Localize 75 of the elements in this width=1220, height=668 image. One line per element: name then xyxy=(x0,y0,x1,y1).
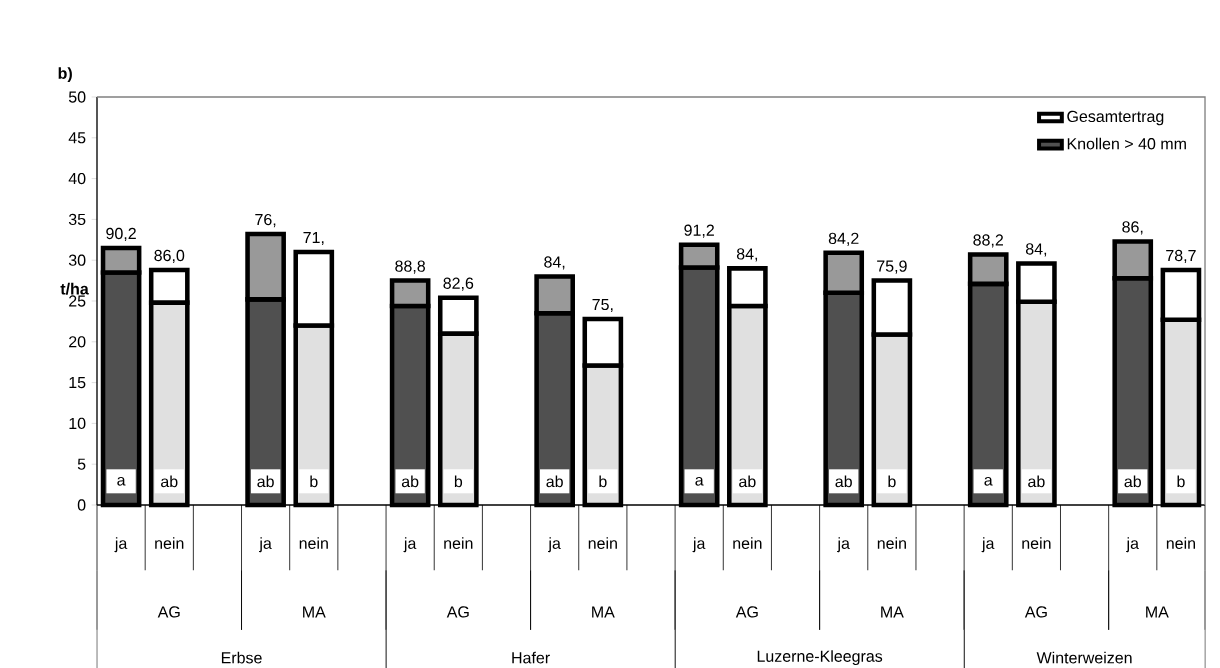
annotation: a xyxy=(695,476,704,486)
annotation: ab xyxy=(257,475,274,488)
text: MA xyxy=(303,606,326,618)
annotation: ab xyxy=(835,475,852,488)
x-tick-label: nein xyxy=(444,537,473,550)
x-tick-label: ja xyxy=(114,537,128,553)
annotation: 82,6 xyxy=(443,277,474,291)
x-tick-label: ja xyxy=(1126,537,1139,553)
annotation: 88,8 xyxy=(395,260,425,274)
y-tick-label: 20 xyxy=(69,336,86,348)
annotation: 88,2 xyxy=(973,234,1003,248)
x-tick-label: nein xyxy=(877,537,906,550)
text: Luzerne-Kleegras xyxy=(757,650,883,666)
x-tick-label: nein xyxy=(155,537,184,550)
annotation: a xyxy=(117,476,126,486)
annotation: 71, xyxy=(303,232,324,246)
annotation: 84, xyxy=(736,248,758,262)
x-tick-label: nein xyxy=(733,537,762,550)
annotation: b xyxy=(1177,475,1185,488)
text: AG xyxy=(157,606,180,618)
legend-label: Knollen > 40 mm xyxy=(1067,137,1186,150)
annotation: ab xyxy=(1028,475,1045,488)
y-tick-label: 0 xyxy=(77,499,86,511)
annotation: b xyxy=(599,475,607,488)
x-tick-label: ja xyxy=(548,537,561,553)
text: MA xyxy=(592,606,615,618)
annotation: 76, xyxy=(255,213,276,228)
y-tick-label: 35 xyxy=(68,213,86,226)
annotation: 78,7 xyxy=(1166,249,1196,264)
x-tick-label: ja xyxy=(837,537,850,553)
y-tick-label: 50 xyxy=(68,91,86,103)
x-tick-label: nein xyxy=(1022,537,1051,550)
text: Erbse xyxy=(221,651,262,664)
x-tick-label: ja xyxy=(692,537,706,553)
x-tick-label: nein xyxy=(588,537,617,550)
annotation: b xyxy=(454,475,463,488)
y-tick-label: 45 xyxy=(68,132,86,144)
annotation: 84, xyxy=(544,256,565,270)
legend-label: Gesamtertrag xyxy=(1067,110,1164,126)
chart-title: b) xyxy=(58,67,72,83)
x-tick-label: ja xyxy=(403,537,417,553)
x-tick-label: nein xyxy=(299,537,328,550)
annotation: 91,2 xyxy=(684,224,714,238)
y-axis-title: t/ha xyxy=(60,282,89,295)
y-tick-label: 40 xyxy=(68,172,86,185)
annotation: ab xyxy=(546,475,563,488)
x-tick-label: ja xyxy=(258,537,272,553)
annotation: ab xyxy=(739,475,756,488)
text: Hafer xyxy=(512,651,550,664)
text: AG xyxy=(735,606,758,618)
annotation: ab xyxy=(1124,475,1141,488)
x-tick-label: ja xyxy=(981,537,995,553)
y-tick-label: 5 xyxy=(77,458,86,470)
annotation: 86, xyxy=(1122,221,1143,235)
annotation: 75, xyxy=(592,298,613,313)
text: MA xyxy=(881,606,904,618)
text: AG xyxy=(446,606,469,618)
annotation: 75,9 xyxy=(877,260,907,274)
text: AG xyxy=(1024,606,1047,618)
y-tick-label: 10 xyxy=(69,417,86,430)
annotation: ab xyxy=(401,475,419,488)
annotation: b xyxy=(888,475,896,488)
x-tick-label: nein xyxy=(1166,537,1196,550)
annotation: 84, xyxy=(1025,243,1047,257)
text: Winterweizen xyxy=(1036,651,1132,664)
y-tick-label: 30 xyxy=(68,254,86,266)
y-tick-label: 25 xyxy=(69,295,86,307)
annotation: 90,2 xyxy=(106,227,136,242)
annotation: 86,0 xyxy=(154,249,185,264)
annotation: a xyxy=(984,476,993,486)
text: MA xyxy=(1146,606,1169,618)
annotation: 84,2 xyxy=(828,232,859,246)
y-tick-label: 15 xyxy=(69,377,86,389)
annotation: ab xyxy=(161,475,178,488)
annotation: b xyxy=(310,475,318,488)
